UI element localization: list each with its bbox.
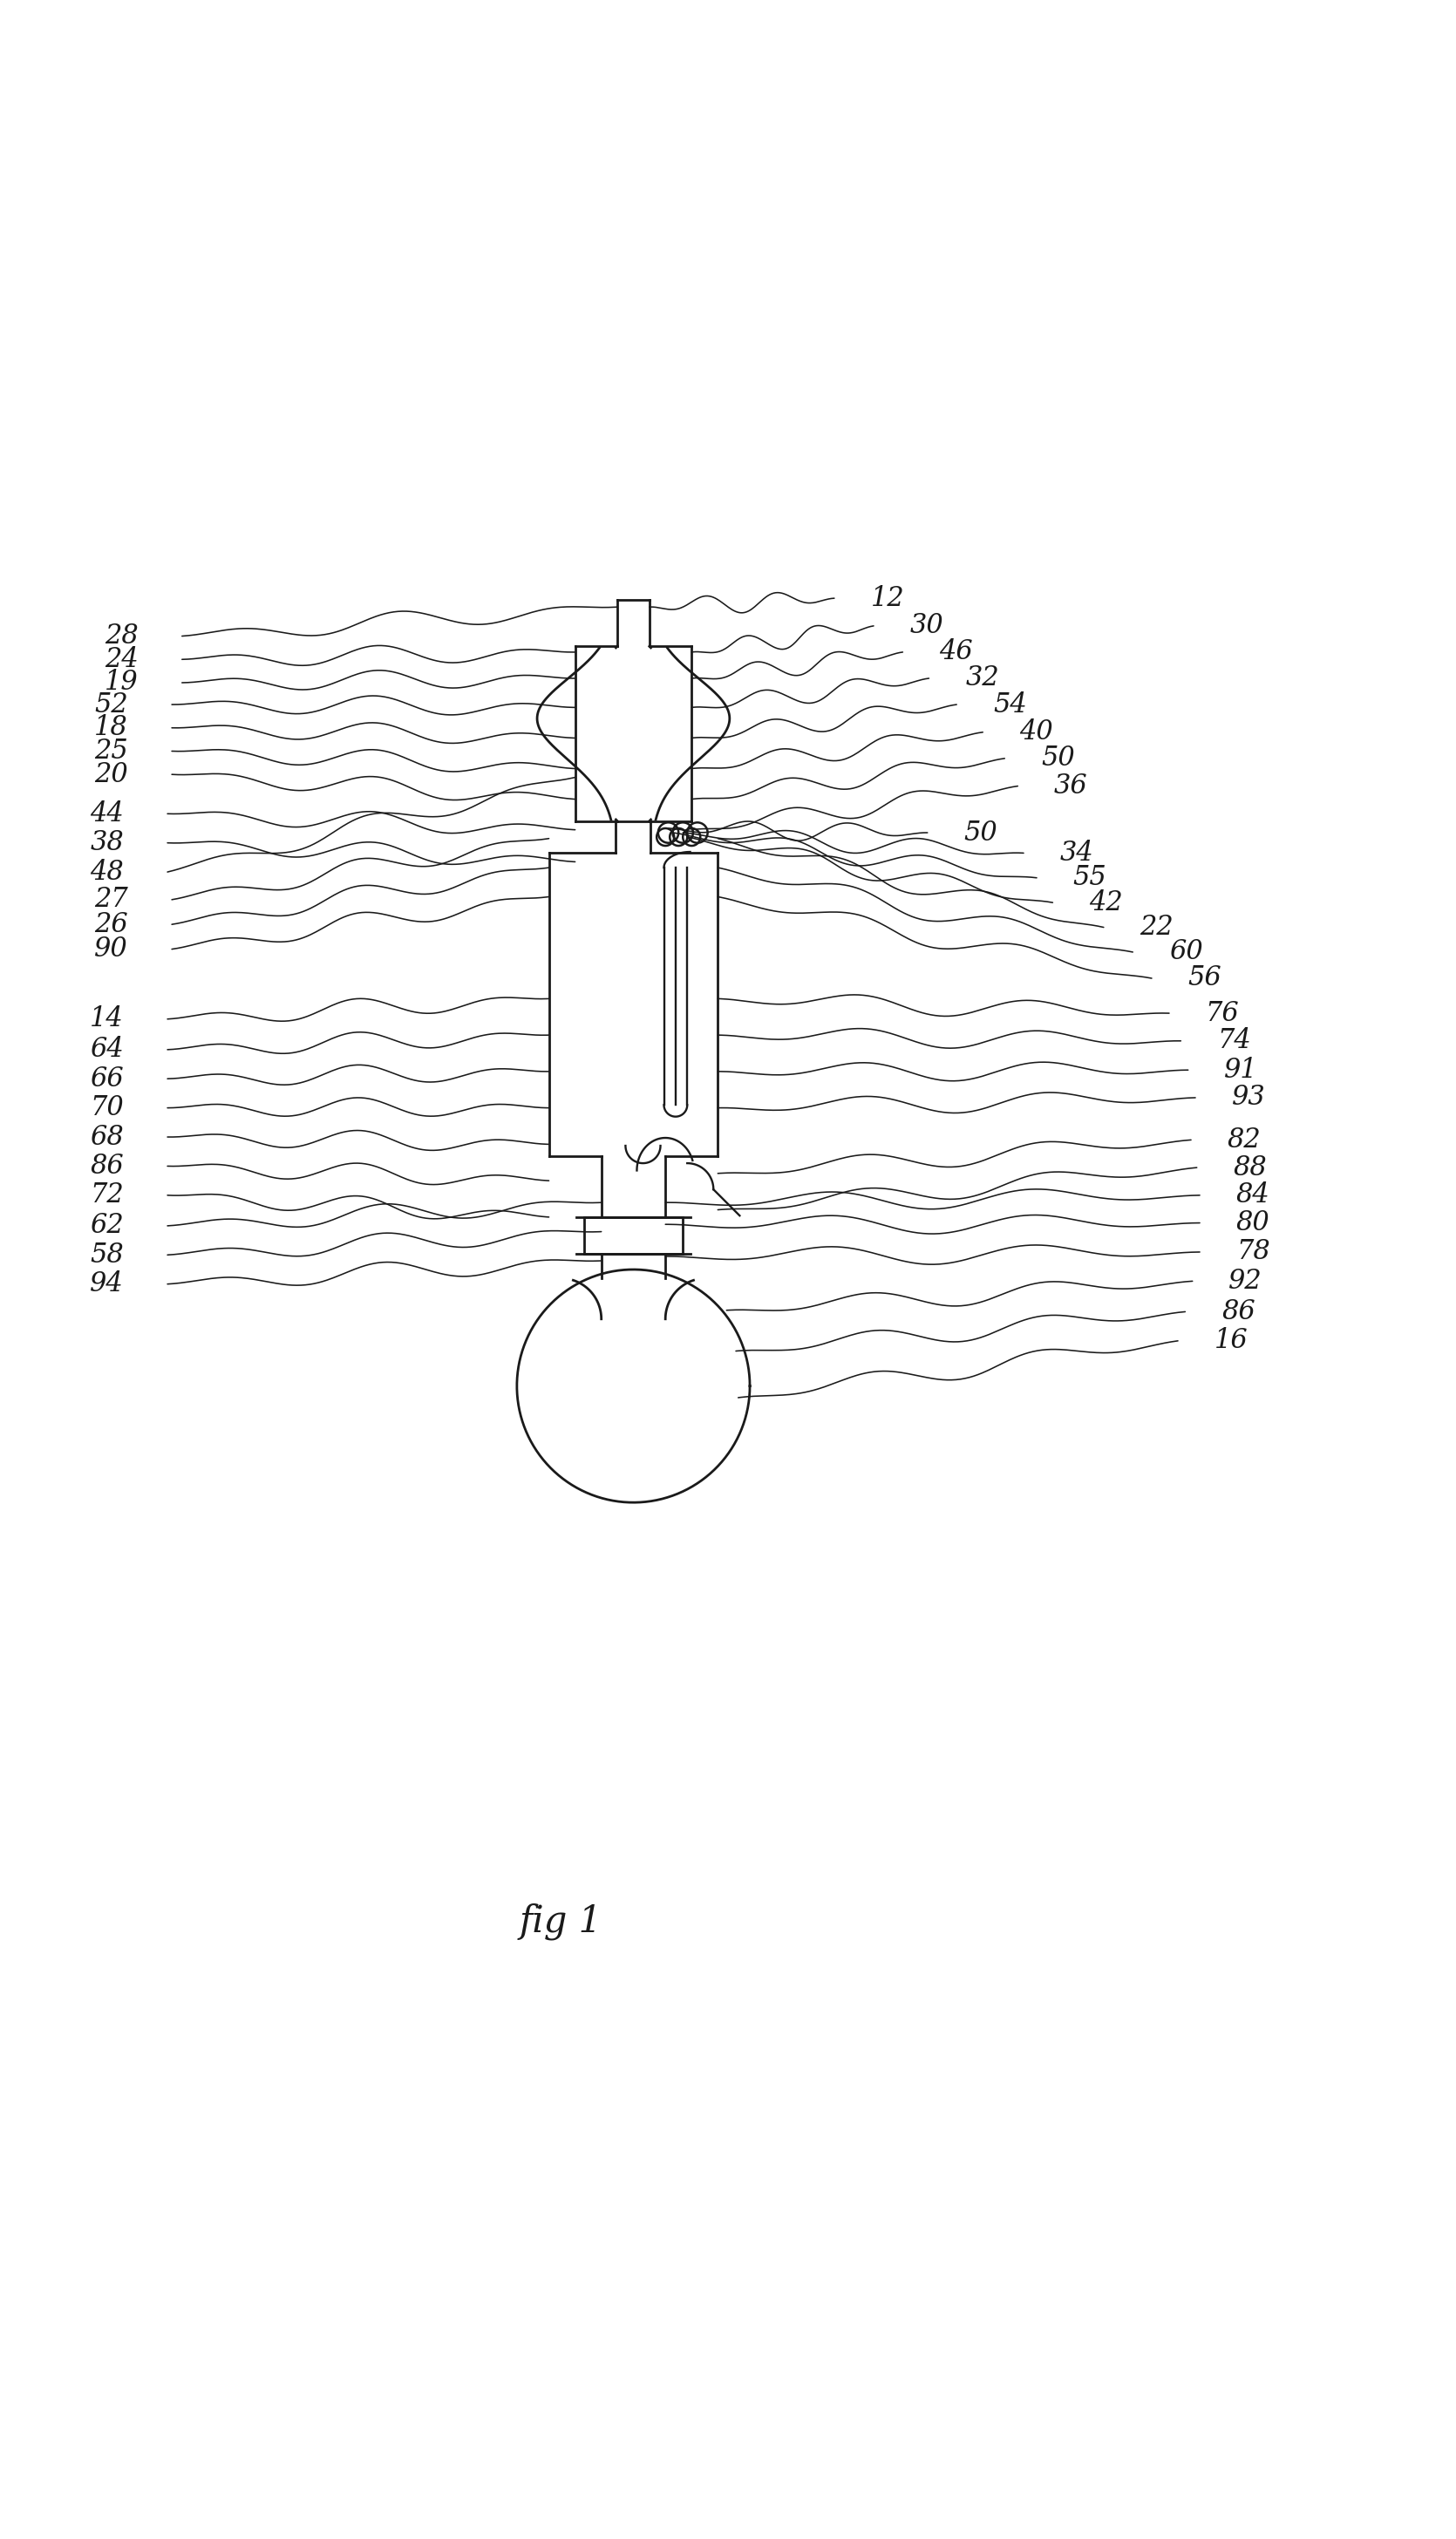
Text: 48: 48 <box>90 858 124 886</box>
Text: 44: 44 <box>90 800 124 828</box>
Text: 94: 94 <box>90 1270 124 1297</box>
Text: 92: 92 <box>1229 1267 1262 1295</box>
Text: 70: 70 <box>90 1094 124 1122</box>
Text: 32: 32 <box>965 665 999 691</box>
Text: 50: 50 <box>1041 744 1075 772</box>
Text: 46: 46 <box>939 640 973 665</box>
Text: 26: 26 <box>95 912 128 937</box>
Text: 90: 90 <box>95 937 128 962</box>
Bar <box>584 1216 683 1254</box>
Text: 20: 20 <box>95 762 128 787</box>
Text: 38: 38 <box>90 830 124 856</box>
Text: 64: 64 <box>90 1036 124 1064</box>
Text: 54: 54 <box>993 691 1026 719</box>
Text: 18: 18 <box>95 713 128 741</box>
Text: 62: 62 <box>90 1211 124 1239</box>
Text: 34: 34 <box>1060 840 1093 866</box>
Text: 42: 42 <box>1089 889 1123 917</box>
Text: 72: 72 <box>90 1181 124 1209</box>
Text: 12: 12 <box>871 584 904 612</box>
Text: 91: 91 <box>1224 1056 1258 1084</box>
Text: 86: 86 <box>1222 1297 1255 1325</box>
Text: 68: 68 <box>90 1122 124 1150</box>
Text: 82: 82 <box>1227 1127 1261 1153</box>
Text: 86: 86 <box>90 1153 124 1181</box>
Text: 84: 84 <box>1236 1181 1270 1209</box>
Text: 58: 58 <box>90 1242 124 1270</box>
Text: fig 1: fig 1 <box>520 1904 601 1940</box>
Text: 56: 56 <box>1188 965 1222 993</box>
Text: 24: 24 <box>105 645 138 673</box>
Text: 16: 16 <box>1214 1328 1248 1353</box>
Text: 60: 60 <box>1169 939 1203 965</box>
Text: 14: 14 <box>90 1005 124 1033</box>
Text: 78: 78 <box>1236 1239 1270 1264</box>
Text: 76: 76 <box>1206 1000 1239 1026</box>
Text: 22: 22 <box>1140 914 1174 942</box>
Text: 66: 66 <box>90 1066 124 1092</box>
Text: 55: 55 <box>1073 863 1107 891</box>
Text: 52: 52 <box>95 691 128 719</box>
Text: 36: 36 <box>1054 772 1088 800</box>
Text: 40: 40 <box>1019 719 1053 746</box>
Text: 50: 50 <box>964 820 997 845</box>
Text: 88: 88 <box>1233 1155 1267 1181</box>
Text: 74: 74 <box>1217 1028 1251 1054</box>
Text: 30: 30 <box>910 612 943 640</box>
Text: 25: 25 <box>95 739 128 764</box>
Text: 19: 19 <box>105 670 138 696</box>
Text: 28: 28 <box>105 622 138 650</box>
Text: 27: 27 <box>95 886 128 914</box>
Text: 80: 80 <box>1236 1209 1270 1236</box>
Text: 93: 93 <box>1232 1084 1265 1112</box>
